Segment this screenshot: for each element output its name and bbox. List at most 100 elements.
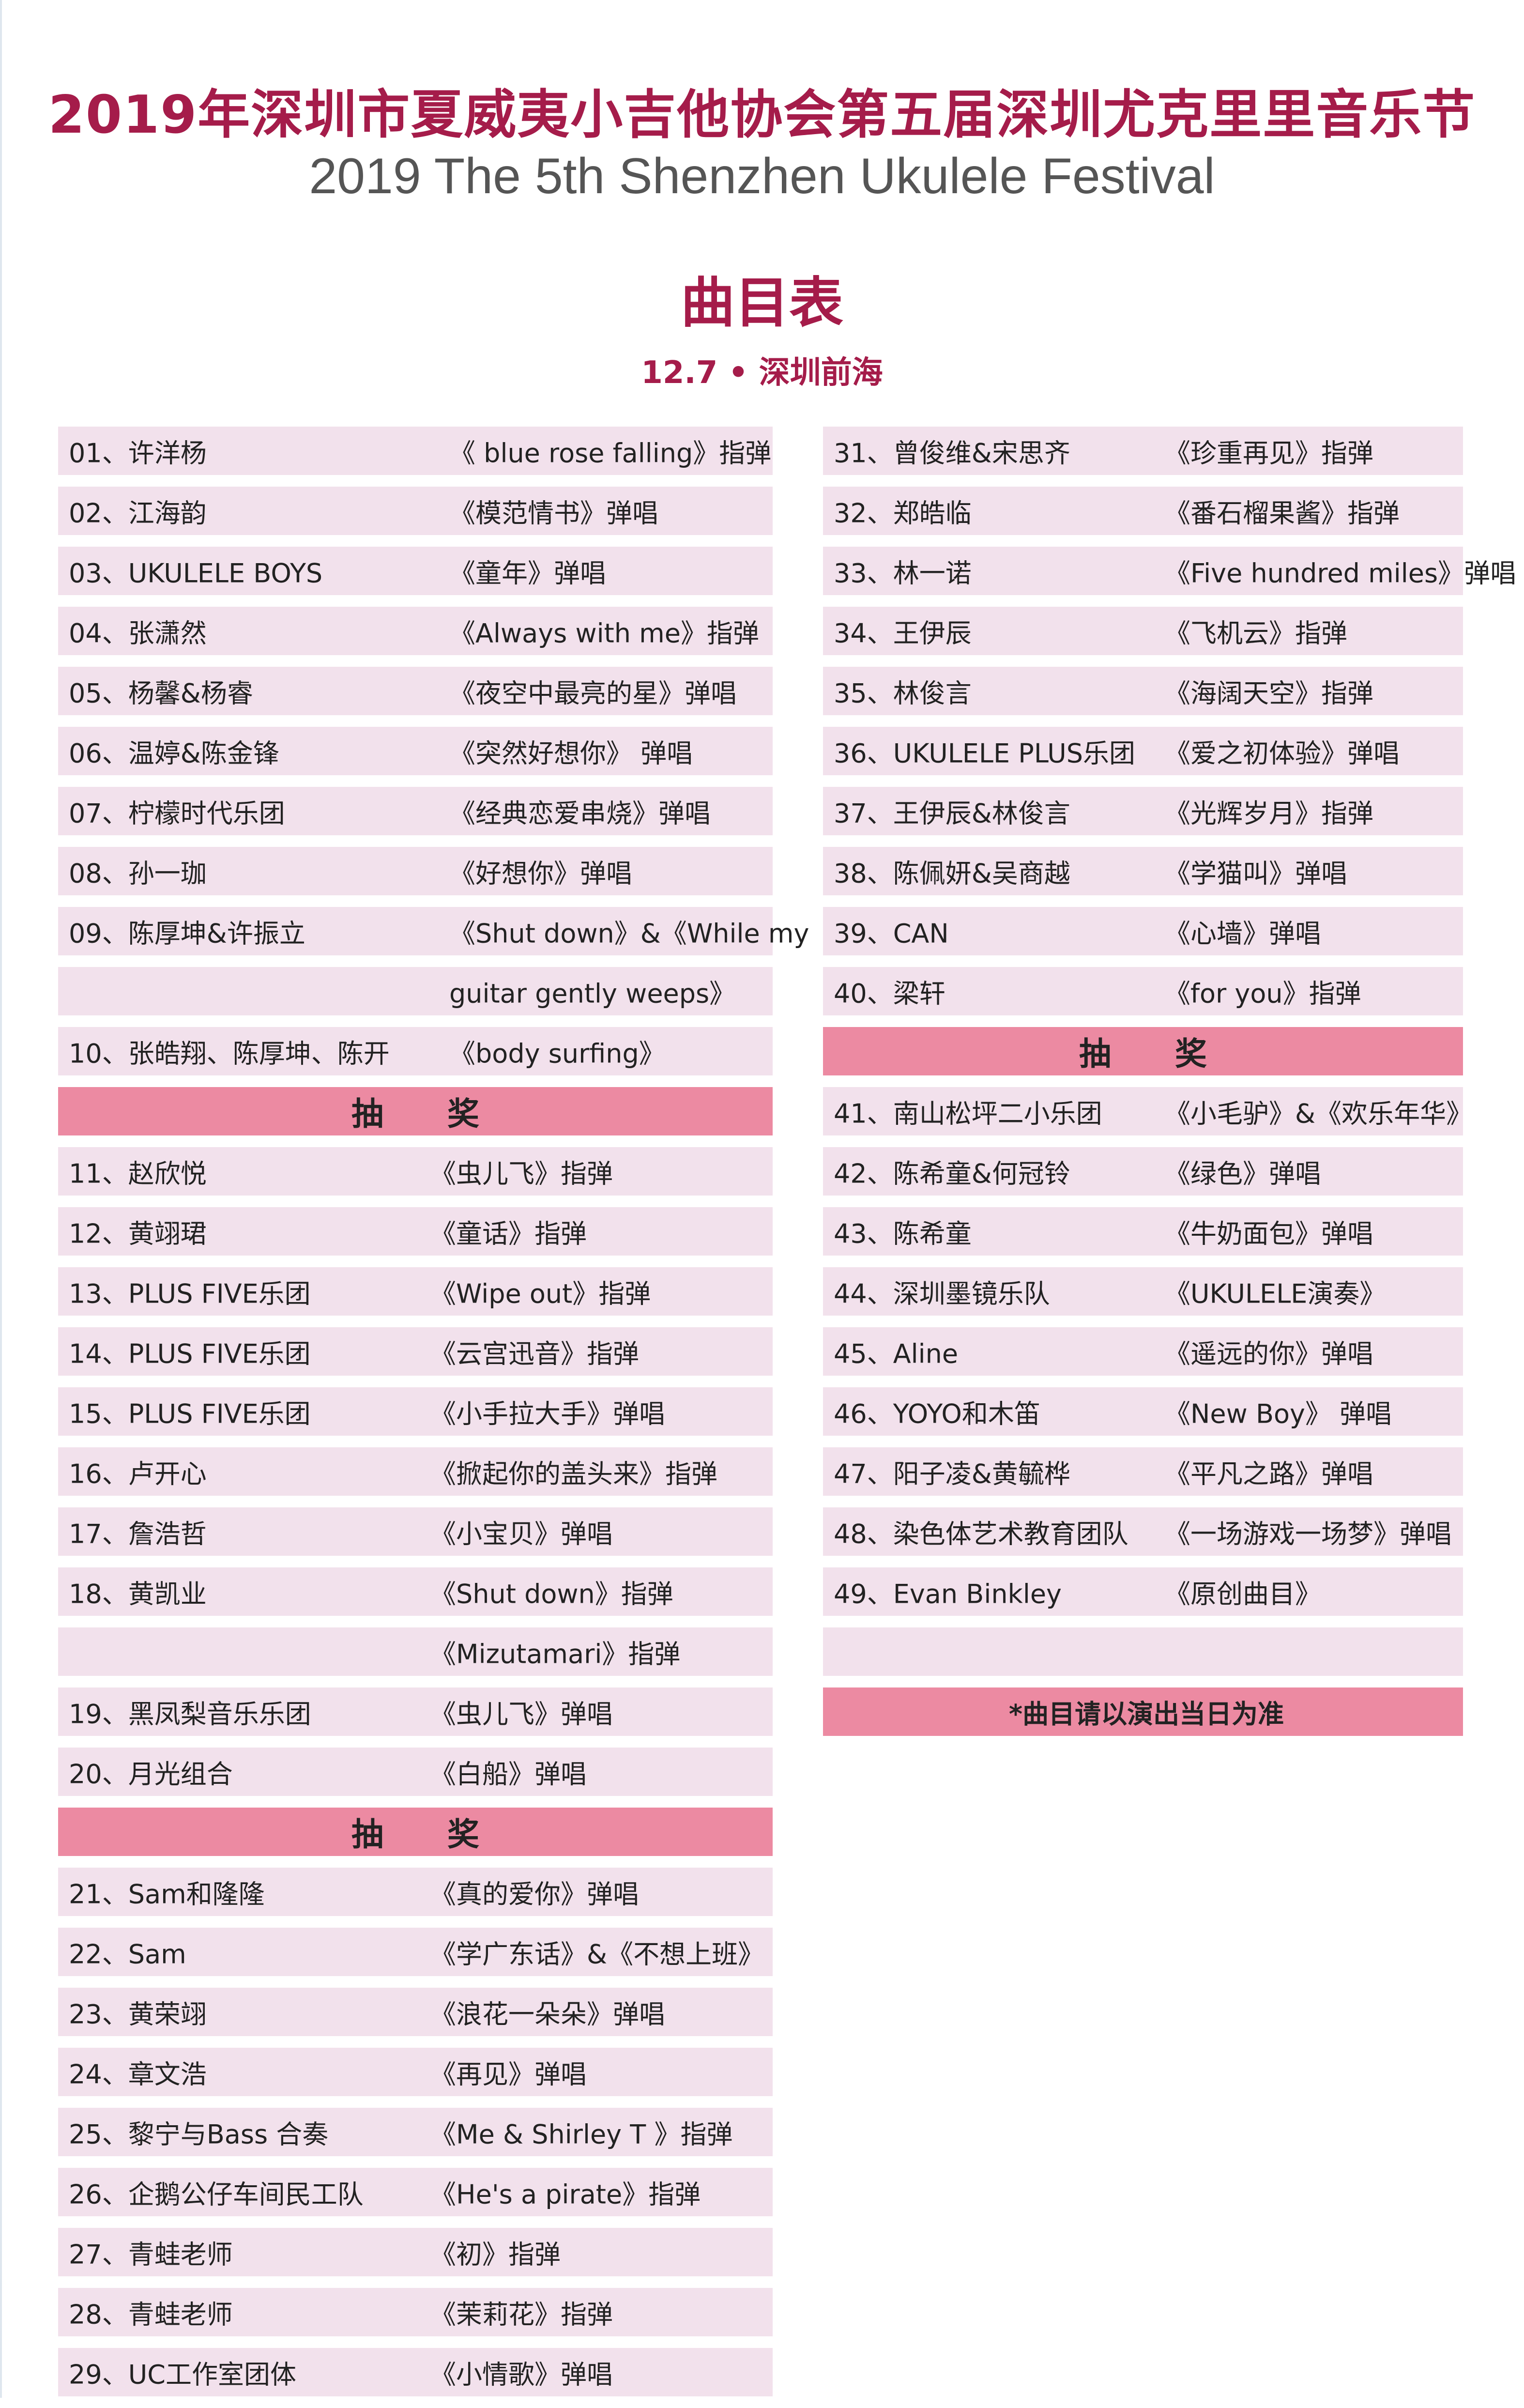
- program-heading: 曲目表: [681, 272, 843, 335]
- performer-name: 42、陈希童&何冠铃: [834, 1158, 1070, 1189]
- program-list-left: 01、许洋杨 《 blue rose falling》指弹 02、江海韵 《模范情书》…: [58, 427, 809, 2408]
- performer-name: 15、PLUS FIVE乐团: [69, 1398, 311, 1429]
- program-row: 33、林一诺 《Five hundred miles》弹唱: [823, 547, 1516, 595]
- song-title: 《真的爱你》弹唱: [430, 1879, 639, 1910]
- program-row: 05、杨馨&杨睿 《夜空中最亮的星》弹唱: [58, 667, 773, 715]
- performer-name: 32、郑皓临: [834, 498, 972, 529]
- program-row: 35、林俊言 《海阔天空》指弹: [823, 667, 1463, 715]
- performer-name: 20、月光组合: [69, 1759, 233, 1790]
- program-row: 02、江海韵 《模范情书》弹唱: [58, 487, 773, 535]
- program-row: 17、詹浩哲 《小宝贝》弹唱: [58, 1507, 773, 1556]
- festival-title-cn: 2019年深圳市夏威夷小吉他协会第五届深圳尤克里里音乐节: [48, 85, 1476, 145]
- performer-name: 45、Aline: [834, 1338, 959, 1369]
- program-row: 12、黄翊珺 《童话》指弹: [58, 1207, 773, 1256]
- performer-name: 34、王伊辰: [834, 618, 972, 649]
- program-row: 41、南山松坪二小乐团 《小毛驴》&《欢乐年华》: [823, 1087, 1472, 1135]
- song-title: 《for you》指弹: [1164, 978, 1361, 1009]
- performer-name: 44、深圳墨镜乐队: [834, 1278, 1050, 1309]
- performer-name: 25、黎宁与Bass 合奏: [69, 2119, 329, 2150]
- song-title: 《飞机云》指弹: [1164, 618, 1347, 649]
- date-venue: 12.7 • 深圳前海: [641, 355, 883, 391]
- song-title: 《Five hundred miles》弹唱: [1164, 558, 1517, 589]
- performer-name: 26、企鹅公仔车间民工队: [69, 2179, 364, 2210]
- program-row: 18、黄凯业 《Shut down》指弹: [58, 1567, 773, 1616]
- program-row: 09、陈厚坤&许振立 《Shut down》&《While my: [58, 907, 809, 955]
- program-row: 49、Evan Binkley 《原创曲目》: [823, 1567, 1463, 1616]
- song-title: 《 blue rose falling》指弹: [449, 438, 772, 469]
- song-title: 《茉莉花》指弹: [430, 2299, 613, 2330]
- song-title: 《小毛驴》&《欢乐年华》: [1164, 1098, 1473, 1129]
- performer-name: 22、Sam: [69, 1939, 186, 1970]
- performer-name: 37、王伊辰&林俊言: [834, 798, 1070, 829]
- performer-name: 19、黑凤梨音乐乐团: [69, 1699, 311, 1730]
- song-title: 《好想你》弹唱: [449, 858, 632, 889]
- song-title: 《一场游戏一场梦》弹唱: [1164, 1518, 1452, 1549]
- program-list-right: 31、曾俊维&宋思齐 《珍重再见》指弹 32、郑皓临 《番石榴果酱》指弹 33、林一诺《…: [823, 427, 1516, 1748]
- program-row: 48、染色体艺术教育团队 《一场游戏一场梦》弹唱: [823, 1507, 1463, 1556]
- program-row: 08、孙一珈 《好想你》弹唱: [58, 847, 773, 895]
- song-title: 《学猫叫》弹唱: [1164, 858, 1347, 889]
- program-row: 24、章文浩 《再见》弹唱: [58, 2048, 773, 2096]
- program-row: 《Mizutamari》指弹: [58, 1627, 773, 1676]
- song-title: 《初》指弹: [430, 2239, 561, 2270]
- performer-name: 21、Sam和隆隆: [69, 1879, 265, 1910]
- program-row: 15、PLUS FIVE乐团 《小手拉大手》弹唱: [58, 1387, 773, 1436]
- song-title: 《海阔天空》指弹: [1164, 678, 1373, 709]
- song-title: 《掀起你的盖头来》指弹: [430, 1458, 717, 1489]
- performer-name: 03、UKULELE BOYS: [69, 558, 323, 589]
- performer-name: 11、赵欣悦: [69, 1158, 207, 1189]
- program-row: 03、UKULELE BOYS 《童年》弹唱: [58, 547, 773, 595]
- performer-name: 16、卢开心: [69, 1458, 207, 1489]
- performer-name: 36、UKULELE PLUS乐团: [834, 738, 1136, 769]
- program-row: 06、温婷&陈金锋 《突然好想你》 弹唱: [58, 727, 773, 775]
- program-row: 37、王伊辰&林俊言 《光辉岁月》指弹: [823, 787, 1463, 835]
- song-title: 《牛奶面包》弹唱: [1164, 1218, 1373, 1249]
- song-title: 《原创曲目》: [1164, 1579, 1321, 1610]
- song-title: 《经典恋爱串烧》弹唱: [449, 798, 711, 829]
- song-title: 《再见》弹唱: [430, 2059, 587, 2090]
- program-row: 44、深圳墨镜乐队 《UKULELE演奏》: [823, 1267, 1463, 1316]
- performer-name: 48、染色体艺术教育团队: [834, 1518, 1128, 1549]
- song-title: 《Shut down》&《While my: [449, 918, 809, 949]
- performer-name: 28、青蛙老师: [69, 2299, 233, 2330]
- lucky-draw-label: 抽 奖: [351, 1095, 479, 1133]
- performer-name: 05、杨馨&杨睿: [69, 678, 253, 709]
- performer-name: 46、YOYO和木笛: [834, 1398, 1040, 1429]
- performer-name: 17、詹浩哲: [69, 1518, 207, 1549]
- program-row: 10、张皓翔、陈厚坤、陈开 《body surfing》: [58, 1027, 773, 1075]
- program-row: 20、月光组合 《白船》弹唱: [58, 1748, 773, 1796]
- program-row: 27、青蛙老师 《初》指弹: [58, 2228, 773, 2276]
- song-title: 《番石榴果酱》指弹: [1164, 498, 1400, 529]
- program-row: 29、UC工作室团体 《小情歌》弹唱: [58, 2348, 773, 2396]
- performer-name: 33、林一诺: [834, 558, 972, 589]
- lucky-draw-band: 抽 奖: [58, 1087, 773, 1135]
- performer-name: 09、陈厚坤&许振立: [69, 918, 305, 949]
- song-title: 《遥远的你》弹唱: [1164, 1338, 1373, 1369]
- program-row: 01、许洋杨 《 blue rose falling》指弹: [58, 427, 773, 475]
- program-row: 23、黄荣翊 《浪花一朵朵》弹唱: [58, 1988, 773, 2036]
- song-title: 《云宫迅音》指弹: [430, 1338, 639, 1369]
- song-title: 《UKULELE演奏》: [1164, 1278, 1386, 1309]
- program-row: 11、赵欣悦 《虫儿飞》指弹: [58, 1147, 773, 1196]
- program-row: 26、企鹅公仔车间民工队 《He's a pirate》指弹: [58, 2168, 773, 2216]
- program-row: 16、卢开心 《掀起你的盖头来》指弹: [58, 1447, 773, 1496]
- performer-name: 40、梁轩: [834, 978, 945, 1009]
- performer-name: 10、张皓翔、陈厚坤、陈开: [69, 1038, 390, 1069]
- performer-name: 06、温婷&陈金锋: [69, 738, 279, 769]
- program-row: 21、Sam和隆隆 《真的爱你》弹唱: [58, 1868, 773, 1916]
- performer-name: 29、UC工作室团体: [69, 2359, 296, 2390]
- program-row: 32、郑皓临 《番石榴果酱》指弹: [823, 487, 1463, 535]
- performer-name: 18、黄凯业: [69, 1579, 207, 1610]
- program-row: 22、Sam 《学广东话》&《不想上班》: [58, 1928, 773, 1976]
- song-title: 《珍重再见》指弹: [1164, 438, 1373, 469]
- program-row: 45、Aline 《遥远的你》弹唱: [823, 1327, 1463, 1376]
- program-row: 28、青蛙老师 《茉莉花》指弹: [58, 2288, 773, 2336]
- song-title: 《心墙》弹唱: [1164, 918, 1321, 949]
- performer-name: 12、黄翊珺: [69, 1218, 207, 1249]
- program-row: 25、黎宁与Bass 合奏 《Me & Shirley T 》指弹: [58, 2108, 773, 2156]
- performer-name: 24、章文浩: [69, 2059, 207, 2090]
- performer-name: 01、许洋杨: [69, 438, 207, 469]
- performer-name: 14、PLUS FIVE乐团: [69, 1338, 311, 1369]
- festival-title-en: 2019 The 5th Shenzhen Ukulele Festival: [309, 148, 1215, 204]
- lucky-draw-label: 抽 奖: [351, 1816, 479, 1853]
